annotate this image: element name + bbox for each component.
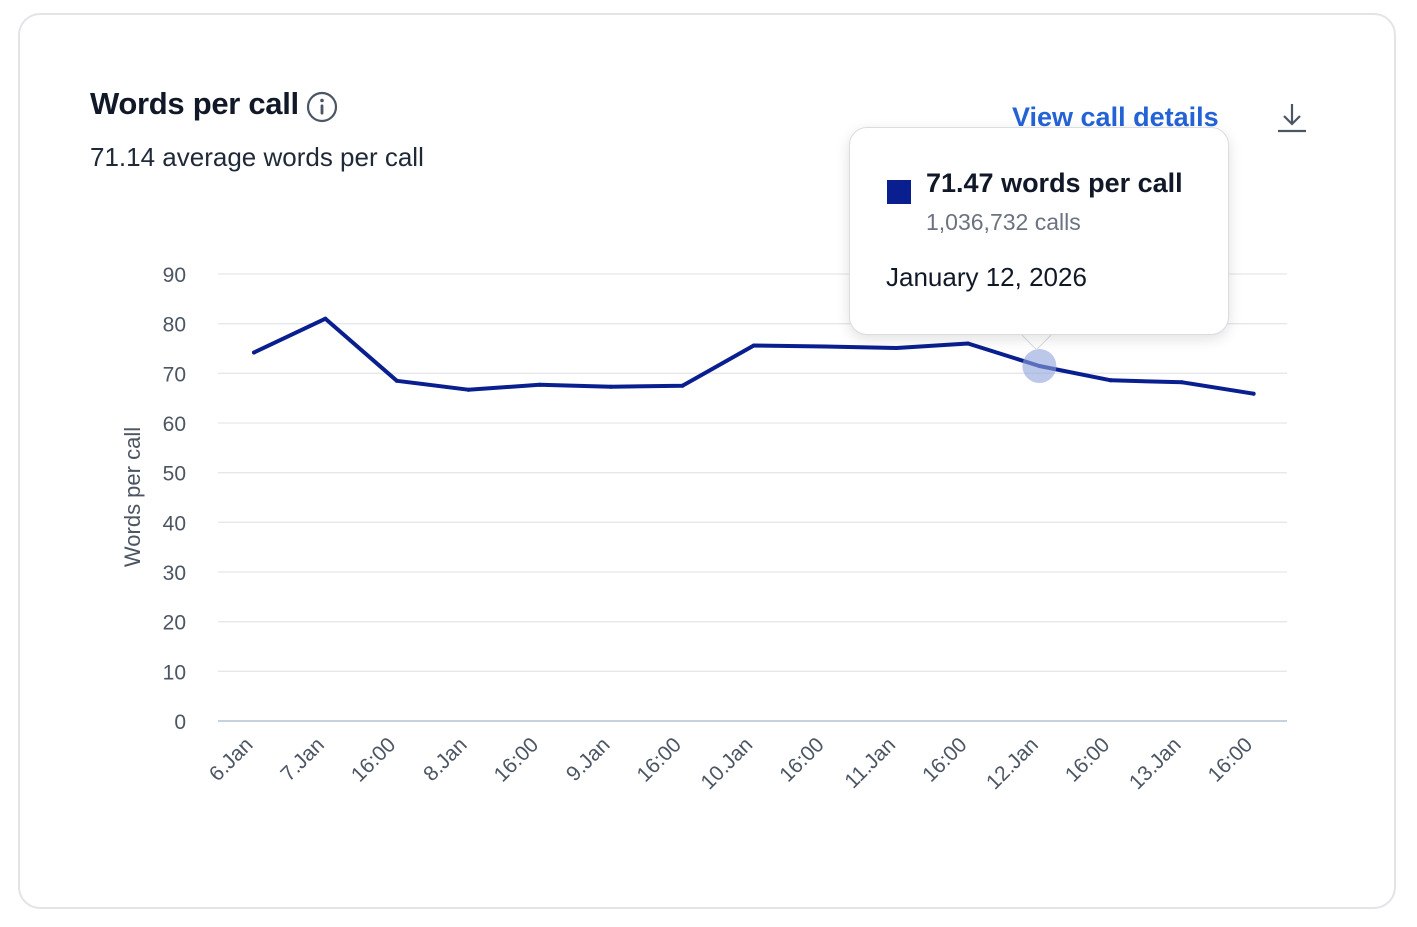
data-point [1180, 380, 1185, 385]
tooltip-call-count: 1,036,732 calls [926, 209, 1081, 235]
x-tick-label: 9.Jan [562, 733, 615, 786]
data-point [323, 316, 328, 321]
data-point [751, 343, 756, 348]
data-point [680, 383, 685, 388]
x-tick-label: 16:00 [1204, 733, 1257, 786]
y-tick-label: 20 [163, 612, 186, 635]
grid-lines [218, 273, 1287, 722]
x-tick-label: 16:00 [490, 733, 543, 786]
data-point [609, 384, 613, 389]
data-point [466, 387, 471, 392]
x-tick-label: 12.Jan [982, 733, 1043, 794]
y-tick-label: 70 [163, 363, 186, 386]
x-tick-label: 16:00 [633, 733, 686, 786]
series-swatch [887, 180, 911, 204]
download-icon[interactable] [1274, 100, 1310, 136]
y-tick-label: 60 [163, 413, 186, 436]
y-axis-label: Words per call [120, 427, 145, 567]
chart-title: Words per call [90, 86, 299, 121]
x-tick-label: 7.Jan [276, 733, 329, 786]
x-tick-label: 11.Jan [840, 733, 900, 793]
info-circle-icon[interactable] [306, 91, 338, 123]
data-point [966, 341, 970, 346]
y-tick-label: 30 [163, 562, 186, 585]
highlighted-point [1022, 349, 1057, 384]
data-point [1251, 391, 1256, 396]
y-tick-label: 0 [174, 711, 186, 734]
tooltip-value: 71.47 words per call [926, 168, 1183, 198]
data-tooltip: 71.47 words per call 1,036,732 calls Jan… [849, 127, 1229, 335]
data-point [537, 382, 542, 387]
x-tick-label: 6.Jan [205, 733, 258, 786]
data-point [823, 344, 828, 349]
data-point [1108, 378, 1113, 383]
y-tick-label: 50 [163, 463, 186, 486]
x-tick-label: 16:00 [775, 733, 828, 786]
y-axis-ticks: 0 10 20 30 40 50 60 70 80 90 [163, 264, 186, 734]
x-tick-label: 16:00 [347, 733, 400, 786]
data-point [894, 346, 899, 351]
average-summary: 71.14 average words per call [90, 142, 424, 172]
y-tick-label: 10 [163, 661, 186, 684]
x-tick-label: 8.Jan [419, 733, 472, 786]
y-tick-label: 80 [163, 314, 186, 337]
tooltip-date: January 12, 2026 [886, 262, 1087, 292]
x-tick-label: 16:00 [918, 733, 971, 786]
y-tick-label: 90 [163, 264, 186, 287]
y-tick-label: 40 [163, 512, 186, 535]
series-layer [252, 316, 1256, 396]
x-axis-ticks: 6.Jan 7.Jan 16:00 8.Jan 16:00 9.Jan 16:00 10.Ja… [205, 733, 1257, 794]
data-point [394, 378, 399, 383]
x-tick-label: 10.Jan [696, 733, 757, 794]
x-tick-label: 13.Jan [1125, 733, 1186, 794]
x-tick-label: 16:00 [1061, 733, 1114, 786]
data-point [252, 350, 256, 355]
